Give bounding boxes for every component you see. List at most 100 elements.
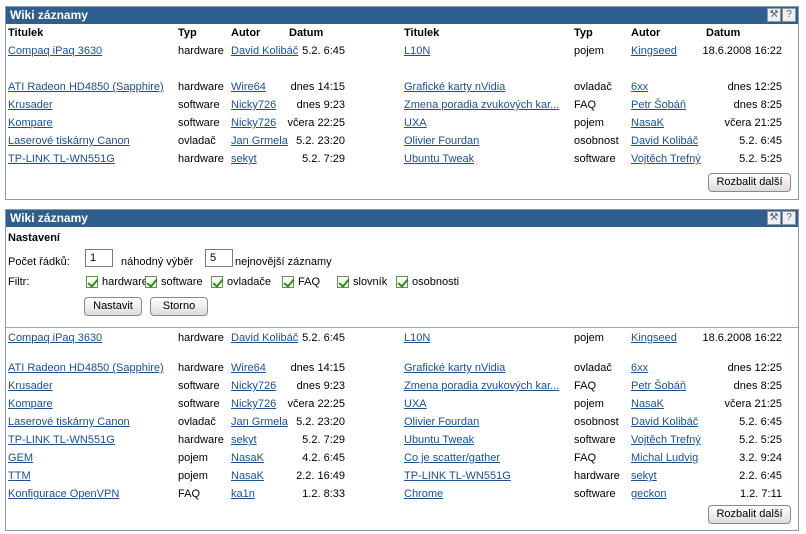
entry-title-link[interactable]: TP-LINK TL-WN551G	[8, 153, 115, 165]
entry-title-link[interactable]: TP-LINK TL-WN551G	[404, 470, 511, 482]
filter-checkbox[interactable]	[337, 276, 349, 288]
entry-title-link[interactable]: UXA	[404, 398, 427, 410]
entry-author-link[interactable]: Kingseed	[631, 332, 677, 344]
expand-more-button[interactable]: Rozbalit další	[708, 173, 791, 192]
entry-author-link[interactable]: Petr Šobáň	[631, 99, 687, 111]
entry-title-link[interactable]: Grafické karty nVidia	[404, 81, 506, 93]
entry-title-link[interactable]: Chrome	[404, 488, 444, 500]
records-table: Compaq iPaq 3630 hardware David Kolibáč 5.2…	[6, 328, 798, 503]
entry-type: hardware	[574, 470, 620, 482]
entry-author-link[interactable]: David Kolibáč	[231, 45, 299, 57]
tools-icon[interactable]: ⚒	[767, 8, 781, 22]
entry-title-link[interactable]: Kompare	[8, 398, 53, 410]
entry-title-link[interactable]: Ubuntu Tweak	[404, 434, 475, 446]
entry-author-link[interactable]: sekyt	[631, 470, 657, 482]
header-type: Typ	[178, 27, 197, 39]
filter-checkbox[interactable]	[211, 276, 223, 288]
entry-date: dnes 9:23	[296, 380, 345, 392]
entry-date: včera 22:25	[287, 398, 345, 410]
help-icon[interactable]: ?	[782, 211, 796, 225]
entry-title-link[interactable]: TTM	[8, 470, 31, 482]
entry-title-link[interactable]: Krusader	[8, 380, 53, 392]
panel-title: Wiki záznamy	[10, 8, 88, 22]
entry-date: 4.2. 6:45	[302, 452, 345, 464]
entry-author-link[interactable]: NasaK	[631, 117, 665, 129]
entry-author-link[interactable]: Wire64	[231, 362, 266, 374]
entry-author-link[interactable]: Jan Grmela	[231, 135, 288, 147]
entry-author-link[interactable]: Nicky726	[231, 117, 277, 129]
tools-icon[interactable]: ⚒	[767, 211, 781, 225]
entry-title-link[interactable]: Co je scatter/gather	[404, 452, 500, 464]
entry-author-link[interactable]: Nicky726	[231, 380, 277, 392]
entry-author-link[interactable]: NasaK	[631, 398, 665, 410]
entry-author-link[interactable]: geckon	[631, 488, 667, 500]
entry-type: FAQ	[574, 99, 597, 111]
entry-date: 5.2. 6:45	[302, 45, 345, 57]
entry-author-link[interactable]: sekyt	[231, 434, 257, 446]
filter-checkbox[interactable]	[145, 276, 157, 288]
entry-title-link[interactable]: Olivier Fourdan	[404, 135, 480, 147]
filter-label: Filtr:	[8, 276, 30, 288]
entry-author-link[interactable]: Petr Šobáň	[631, 380, 687, 392]
entry-title-link[interactable]: Kompare	[8, 117, 53, 129]
cancel-settings-button[interactable]: Storno	[150, 297, 208, 316]
entry-author-link[interactable]: NasaK	[231, 470, 265, 482]
random-count-input[interactable]	[85, 249, 113, 267]
entry-title-link[interactable]: Grafické karty nVidia	[404, 362, 506, 374]
entry-author-link[interactable]: Jan Grmela	[231, 416, 288, 428]
entry-author-link[interactable]: ka1n	[231, 488, 255, 500]
entry-author-link[interactable]: 6xx	[631, 81, 649, 93]
entry-title-link[interactable]: Compaq iPaq 3630	[8, 332, 103, 344]
entry-date: dnes 14:15	[290, 81, 345, 93]
entry-author-link[interactable]: Nicky726	[231, 99, 277, 111]
newest-count-input[interactable]	[205, 249, 233, 267]
entry-title-link[interactable]: ATI Radeon HD4850 (Sapphire)	[8, 81, 164, 93]
entry-title-link[interactable]: GEM	[8, 452, 34, 464]
entry-author-link[interactable]: 6xx	[631, 362, 649, 374]
entry-title-link[interactable]: Laserové tiskárny Canon	[8, 135, 130, 147]
entry-title-link[interactable]: L10N	[404, 332, 431, 344]
entry-title-link[interactable]: TP-LINK TL-WN551G	[8, 434, 115, 446]
entry-date: dnes 8:25	[733, 99, 782, 111]
entry-title-link[interactable]: Krusader	[8, 99, 53, 111]
expand-more-button[interactable]: Rozbalit další	[708, 505, 791, 524]
filter-checkbox[interactable]	[86, 276, 98, 288]
entry-date: 5.2. 5:25	[739, 153, 782, 165]
entry-title-link[interactable]: Konfigurace OpenVPN	[8, 488, 120, 500]
entry-author-link[interactable]: Kingseed	[631, 45, 677, 57]
entry-title-link[interactable]: Ubuntu Tweak	[404, 153, 475, 165]
entry-author-link[interactable]: Nicky726	[231, 398, 277, 410]
filter-checkbox[interactable]	[396, 276, 408, 288]
entry-title-link[interactable]: ATI Radeon HD4850 (Sapphire)	[8, 362, 164, 374]
help-icon[interactable]: ?	[782, 8, 796, 22]
entry-author-link[interactable]: sekyt	[231, 153, 257, 165]
entry-author-link[interactable]: David Kolibáč	[631, 135, 699, 147]
entry-type: software	[178, 99, 220, 111]
entry-author-link[interactable]: Vojtěch Trefný	[631, 434, 701, 446]
entry-author-link[interactable]: NasaK	[231, 452, 265, 464]
entry-type: ovladač	[574, 81, 612, 93]
entry-title-link[interactable]: Laserové tiskárny Canon	[8, 416, 130, 428]
entry-author-link[interactable]: Vojtěch Trefný	[631, 153, 701, 165]
filter-label-text: slovník	[353, 276, 388, 288]
entry-title-link[interactable]: L10N	[404, 45, 431, 57]
entry-type: software	[574, 434, 616, 446]
entry-author-link[interactable]: David Kolibáč	[631, 416, 699, 428]
entry-title-link[interactable]: Olivier Fourdan	[404, 416, 480, 428]
entry-title-link[interactable]: Zmena poradia zvukových kar...	[404, 99, 560, 111]
entry-type: hardware	[178, 153, 224, 165]
newest-label: nejnovější záznamy	[235, 256, 332, 268]
entry-type: software	[178, 380, 220, 392]
entry-title-link[interactable]: Zmena poradia zvukových kar...	[404, 380, 560, 392]
entry-author-link[interactable]: Michal Ludvig	[631, 452, 699, 464]
entry-title-link[interactable]: UXA	[404, 117, 427, 129]
entry-author-link[interactable]: David Kolibáč	[231, 332, 299, 344]
entry-title-link[interactable]: Compaq iPaq 3630	[8, 45, 103, 57]
filter-label-text: FAQ	[298, 276, 321, 288]
header-date: Datum	[706, 27, 741, 39]
entry-author-link[interactable]: Wire64	[231, 81, 266, 93]
panel-title-bar: Wiki záznamy ⚒ ?	[6, 210, 798, 227]
filter-checkbox[interactable]	[282, 276, 294, 288]
save-settings-button[interactable]: Nastavit	[84, 297, 142, 316]
entry-date: 2.2. 6:45	[739, 470, 782, 482]
